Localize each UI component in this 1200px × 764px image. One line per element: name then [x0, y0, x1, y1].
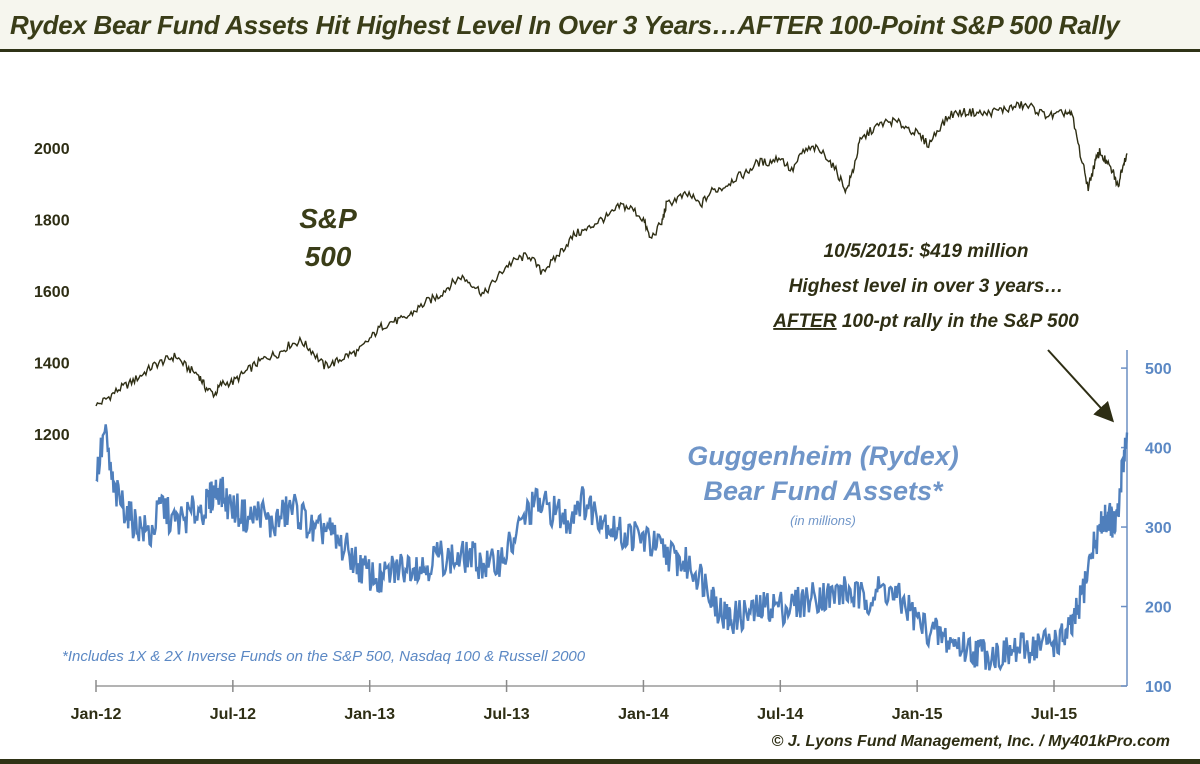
x-tick-label: Jan-15 — [892, 706, 943, 723]
bear-fund-series-line — [95, 424, 1129, 672]
callout-line3-rest: 100-pt rally in the S&P 500 — [842, 311, 1079, 332]
title-bar: Rydex Bear Fund Assets Hit Highest Level… — [0, 0, 1200, 52]
callout-line1: 10/5/2015: $419 million — [824, 241, 1029, 262]
sp500-label-line2: 500 — [305, 241, 352, 272]
x-axis-ticks: Jan-12 Jul-12 Jan-13 Jul-13 Jan-14 Jul-14 Jan-… — [71, 680, 1077, 723]
right-tick-label: 500 — [1145, 361, 1172, 378]
left-tick-label: 1200 — [34, 427, 70, 444]
fund-label-line2: Bear Fund Assets* — [703, 476, 944, 506]
footnote: *Includes 1X & 2X Inverse Funds on the S… — [62, 648, 586, 665]
right-tick-label: 400 — [1145, 441, 1172, 458]
callout-line3: AFTER 100-pt rally in the S&P 500 — [772, 311, 1079, 332]
callout-after-word: AFTER — [772, 311, 837, 332]
fund-label-line1: Guggenheim (Rydex) — [687, 441, 959, 471]
copyright: © J. Lyons Fund Management, Inc. / My401… — [771, 733, 1170, 750]
left-tick-label: 1400 — [34, 355, 70, 372]
sp500-series-line — [95, 101, 1128, 407]
x-tick-label: Jul-12 — [210, 706, 256, 723]
right-axis-ticks: 100 200 300 400 500 — [1121, 361, 1172, 696]
callout-line2: Highest level in over 3 years… — [789, 276, 1064, 297]
x-tick-label: Jul-15 — [1031, 706, 1077, 723]
callout-arrow — [1047, 349, 1115, 423]
left-tick-label: 1800 — [34, 212, 70, 229]
sp500-label-line1: S&P — [299, 203, 357, 234]
x-tick-label: Jan-13 — [344, 706, 395, 723]
right-tick-label: 200 — [1145, 600, 1172, 617]
x-tick-label: Jan-14 — [618, 706, 669, 723]
left-axis-ticks: 1200 1400 1600 1800 2000 — [34, 141, 70, 444]
x-tick-label: Jan-12 — [71, 706, 122, 723]
x-tick-label: Jul-14 — [757, 706, 803, 723]
left-tick-label: 2000 — [34, 141, 70, 158]
left-tick-label: 1600 — [34, 284, 70, 301]
bottom-rule — [0, 759, 1200, 764]
fund-units-label: (in millions) — [790, 513, 856, 528]
chart-title: Rydex Bear Fund Assets Hit Highest Level… — [10, 10, 1120, 40]
x-tick-label: Jul-13 — [483, 706, 529, 723]
right-tick-label: 300 — [1145, 520, 1172, 537]
right-tick-label: 100 — [1145, 679, 1172, 696]
